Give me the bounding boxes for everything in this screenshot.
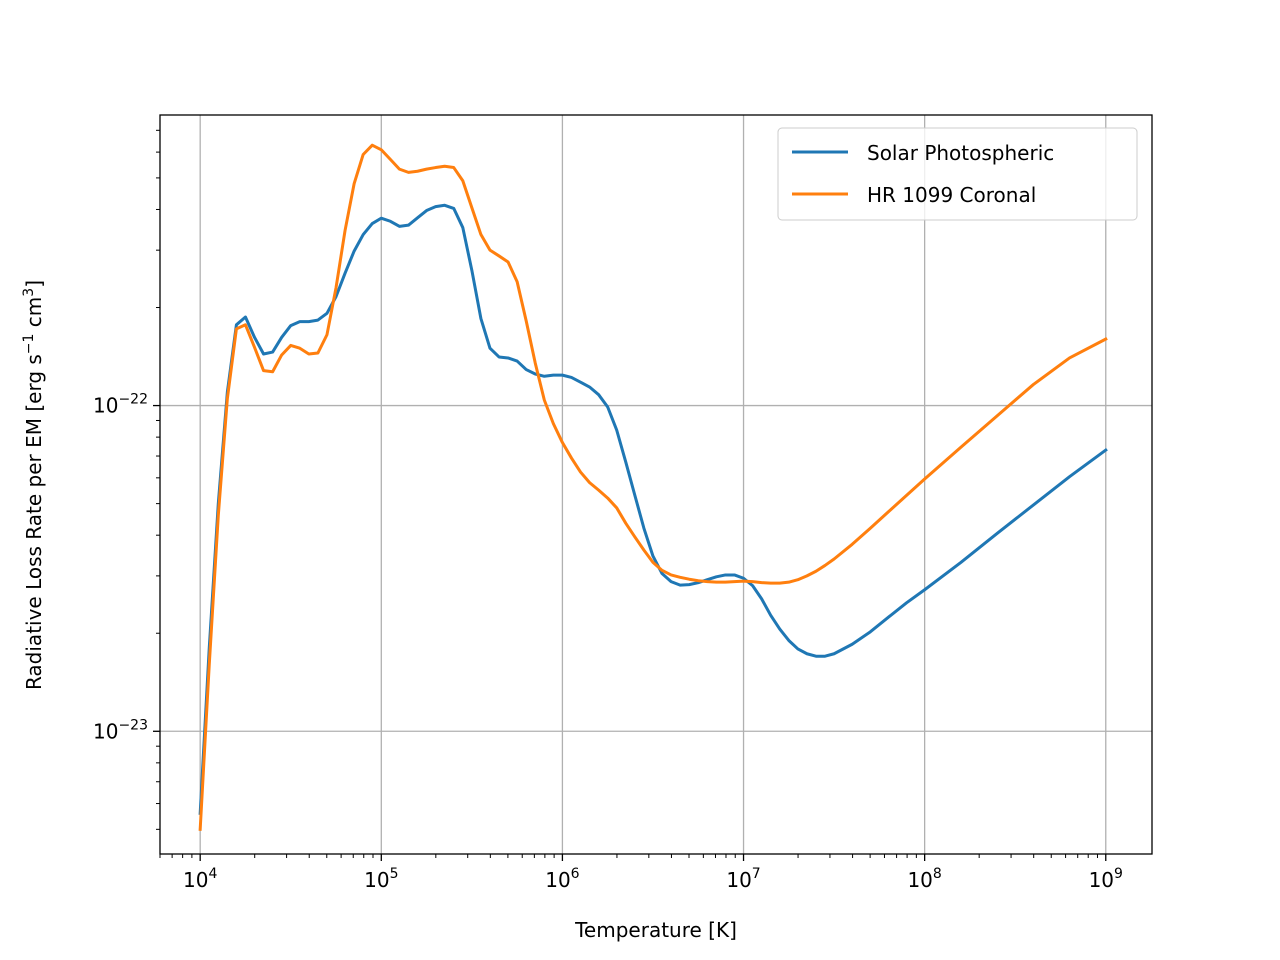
y-axis-title: Radiative Loss Rate per EM [erg s−1 cm3] <box>21 280 46 690</box>
series-line-hr-1099-coronal <box>198 143 1108 831</box>
series-line-solar-photospheric <box>198 203 1108 815</box>
x-tick-label-exponent: 7 <box>752 866 761 882</box>
x-tick-label: 109 <box>1089 866 1123 892</box>
legend-label-solar-photospheric: Solar Photospheric <box>867 141 1054 165</box>
y-axis-title-main: Radiative Loss Rate per EM [erg s <box>22 354 46 690</box>
x-tick-label: 105 <box>364 866 398 892</box>
y-axis-title-mid: cm <box>22 297 46 334</box>
y-tick-label-exponent: −23 <box>118 717 148 733</box>
y-tick-label-base: 10 <box>93 719 118 743</box>
x-tick-label-exponent: 6 <box>571 866 580 882</box>
y-axis-title-end: ] <box>22 280 46 288</box>
y-tick-label-base: 10 <box>93 394 118 418</box>
legend-label-hr-1099-coronal: HR 1099 Coronal <box>867 183 1036 207</box>
plot-frame <box>159 114 1153 855</box>
x-tick-label-exponent: 9 <box>1114 866 1123 882</box>
y-tick-label-exponent: −22 <box>118 392 148 408</box>
y-tick-label: 10−22 <box>93 392 148 418</box>
grid <box>160 115 1152 854</box>
y-axis-title-exp1: −1 <box>21 334 37 355</box>
legend: Solar Photospheric HR 1099 Coronal <box>777 127 1138 221</box>
y-axis-title-exp2: 3 <box>21 288 37 297</box>
x-tick-label-exponent: 8 <box>933 866 942 882</box>
x-tick-label-base: 10 <box>545 868 570 892</box>
x-tick-label-exponent: 5 <box>390 866 399 882</box>
x-tick-label: 107 <box>726 866 760 892</box>
x-tick-label-base: 10 <box>183 868 208 892</box>
x-tick-label-exponent: 4 <box>208 866 217 882</box>
x-tick-label: 104 <box>183 866 217 892</box>
x-axis-title: Temperature [K] <box>574 918 737 942</box>
x-tick-label: 108 <box>907 866 941 892</box>
y-tick-label: 10−23 <box>93 717 148 743</box>
x-tick-label-base: 10 <box>907 868 932 892</box>
x-tick-label: 106 <box>545 866 579 892</box>
legend-box <box>777 127 1138 221</box>
x-tick-label-base: 10 <box>726 868 751 892</box>
series-group <box>198 143 1108 831</box>
x-tick-label-base: 10 <box>364 868 389 892</box>
x-tick-label-base: 10 <box>1089 868 1114 892</box>
